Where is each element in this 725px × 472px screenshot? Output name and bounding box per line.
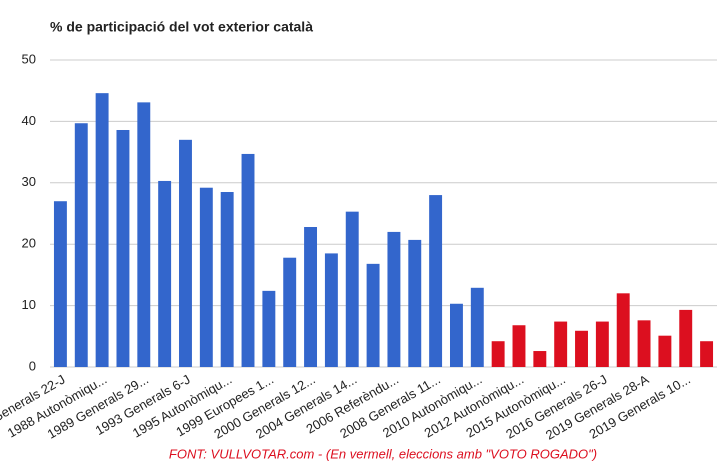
y-tick-label: 10 <box>22 297 36 312</box>
bar <box>116 129 130 367</box>
bar <box>449 303 463 367</box>
bar <box>387 231 401 367</box>
bar <box>262 290 276 367</box>
bar <box>74 123 88 367</box>
bar <box>199 187 213 367</box>
bar <box>512 325 526 367</box>
bar <box>616 293 630 367</box>
bar <box>95 93 109 367</box>
y-tick-label: 0 <box>29 358 36 373</box>
y-tick-label: 40 <box>22 113 36 128</box>
bar <box>470 287 484 367</box>
bar <box>366 263 380 367</box>
bar <box>179 139 192 367</box>
bar <box>158 180 172 367</box>
bar <box>241 153 255 367</box>
bar <box>345 211 359 367</box>
bar <box>429 195 443 367</box>
bar <box>220 192 234 367</box>
bar <box>53 201 67 367</box>
bar <box>304 227 318 367</box>
bar <box>658 335 672 367</box>
bar <box>595 321 609 367</box>
bar <box>554 321 568 367</box>
bar <box>637 320 651 367</box>
bar <box>408 239 422 367</box>
bar <box>575 330 588 367</box>
footnote: FONT: VULLVOTAR.com - (En vermell, elecc… <box>169 446 597 461</box>
bar <box>679 309 693 367</box>
bar <box>491 341 505 367</box>
bar <box>137 102 151 367</box>
bar <box>283 257 297 367</box>
bar <box>324 253 338 367</box>
bar <box>700 341 714 367</box>
y-tick-label: 30 <box>22 174 36 189</box>
y-tick-label: 50 <box>22 51 36 66</box>
bar <box>533 351 547 367</box>
y-tick-label: 20 <box>22 236 36 251</box>
chart-title: % de participació del vot exterior catal… <box>50 19 313 35</box>
